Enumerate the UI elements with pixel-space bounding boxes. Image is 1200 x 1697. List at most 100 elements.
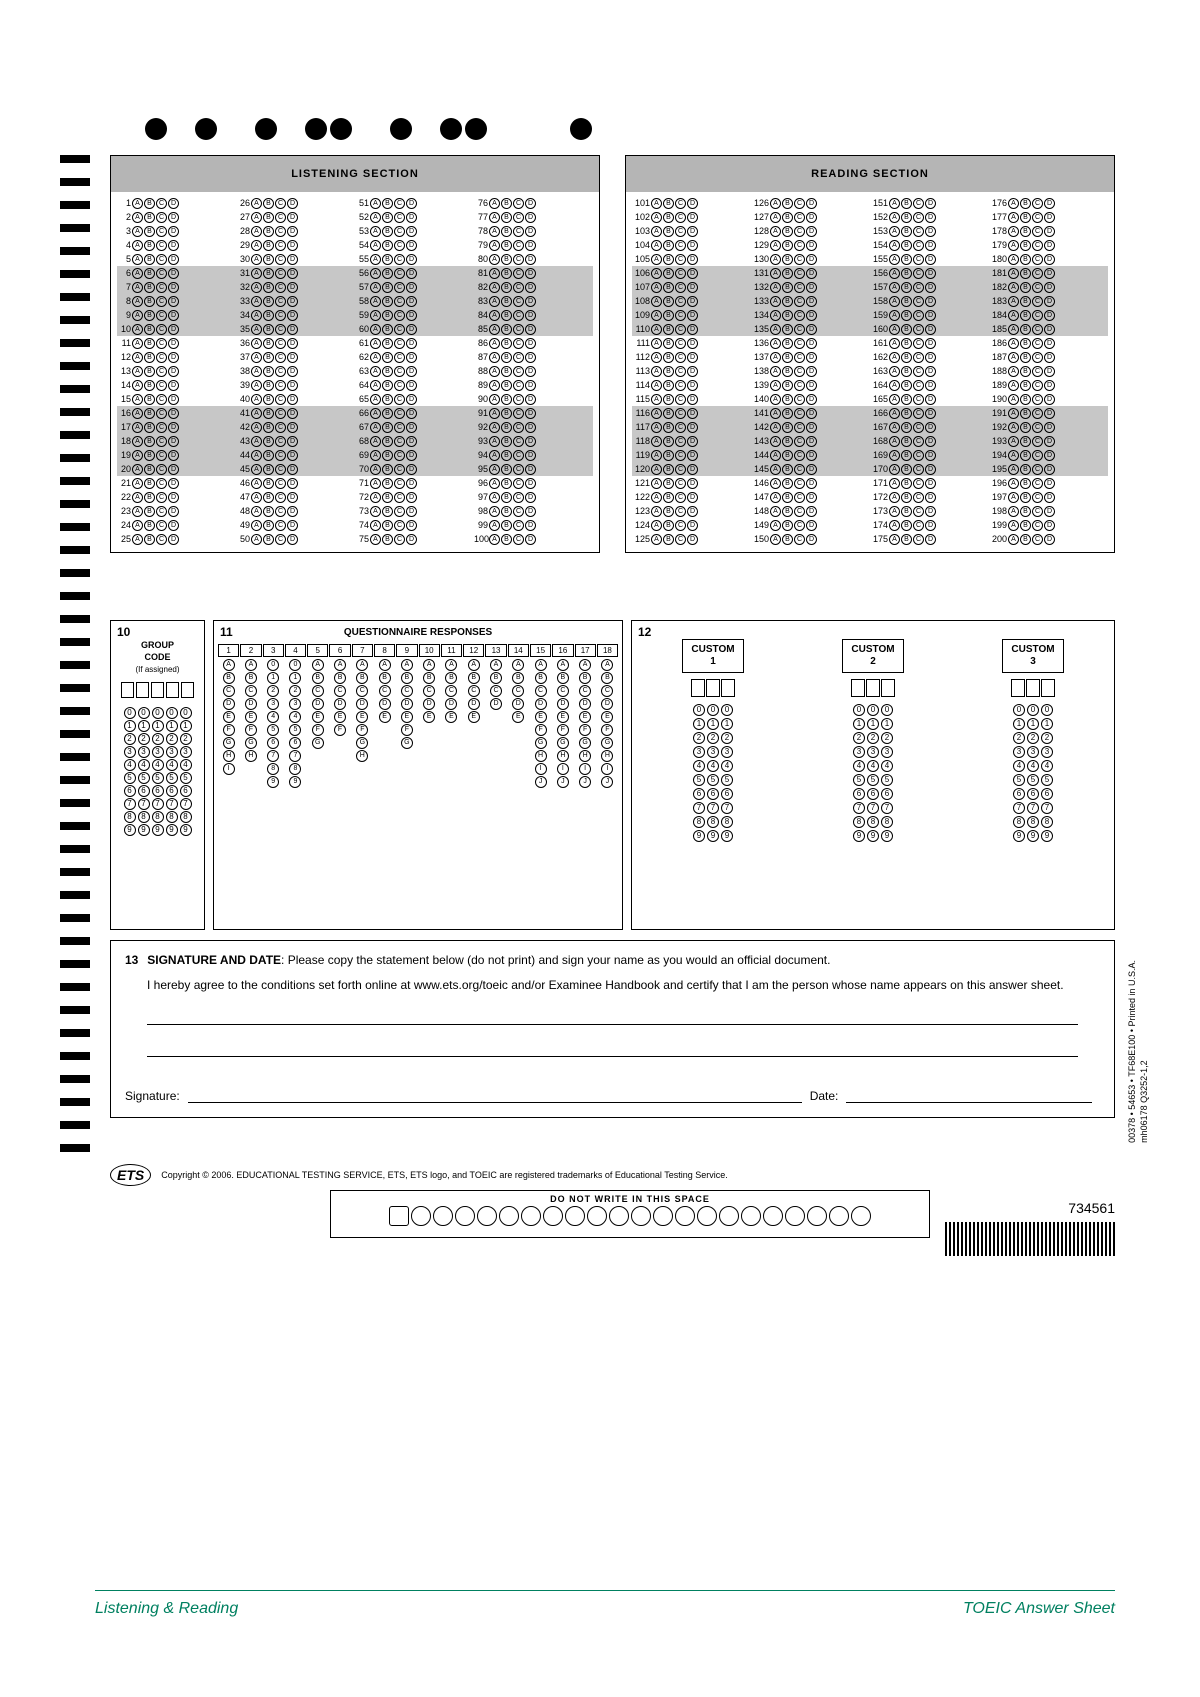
q29-A[interactable]: A bbox=[251, 240, 262, 251]
q26-C[interactable]: C bbox=[275, 198, 286, 209]
q94-B[interactable]: B bbox=[501, 450, 512, 461]
q134-A[interactable]: A bbox=[770, 310, 781, 321]
q190-D[interactable]: D bbox=[1044, 394, 1055, 405]
q110-A[interactable]: A bbox=[651, 324, 662, 335]
q85-A[interactable]: A bbox=[489, 324, 500, 335]
q59-A[interactable]: A bbox=[370, 310, 381, 321]
q184-A[interactable]: A bbox=[1008, 310, 1019, 321]
qr-6-F[interactable]: F bbox=[334, 724, 346, 736]
q80-A[interactable]: A bbox=[489, 254, 500, 265]
q48-D[interactable]: D bbox=[287, 506, 298, 517]
q57-D[interactable]: D bbox=[406, 282, 417, 293]
q164-A[interactable]: A bbox=[889, 380, 900, 391]
group-code-3-7[interactable]: 7 bbox=[166, 798, 178, 810]
qr-5-G[interactable]: G bbox=[312, 737, 324, 749]
q195-B[interactable]: B bbox=[1020, 464, 1031, 475]
custom3-1-3[interactable]: 3 bbox=[1027, 746, 1039, 758]
group-code-1-2[interactable]: 2 bbox=[138, 733, 150, 745]
q7-D[interactable]: D bbox=[168, 282, 179, 293]
q176-C[interactable]: C bbox=[1032, 198, 1043, 209]
q195-D[interactable]: D bbox=[1044, 464, 1055, 475]
q26-A[interactable]: A bbox=[251, 198, 262, 209]
custom1-2-3[interactable]: 3 bbox=[721, 746, 733, 758]
group-code-2-1[interactable]: 1 bbox=[152, 720, 164, 732]
q136-B[interactable]: B bbox=[782, 338, 793, 349]
q50-C[interactable]: C bbox=[275, 534, 286, 545]
q144-D[interactable]: D bbox=[806, 450, 817, 461]
q134-B[interactable]: B bbox=[782, 310, 793, 321]
group-code-4-5[interactable]: 5 bbox=[180, 772, 192, 784]
q133-B[interactable]: B bbox=[782, 296, 793, 307]
q101-B[interactable]: B bbox=[663, 198, 674, 209]
q170-A[interactable]: A bbox=[889, 464, 900, 475]
q128-D[interactable]: D bbox=[806, 226, 817, 237]
q78-A[interactable]: A bbox=[489, 226, 500, 237]
q9-C[interactable]: C bbox=[156, 310, 167, 321]
q94-C[interactable]: C bbox=[513, 450, 524, 461]
q101-D[interactable]: D bbox=[687, 198, 698, 209]
q31-C[interactable]: C bbox=[275, 268, 286, 279]
custom2-1-6[interactable]: 6 bbox=[867, 788, 879, 800]
q64-D[interactable]: D bbox=[406, 380, 417, 391]
q191-C[interactable]: C bbox=[1032, 408, 1043, 419]
q190-A[interactable]: A bbox=[1008, 394, 1019, 405]
qr-12-E[interactable]: E bbox=[468, 711, 480, 723]
q137-A[interactable]: A bbox=[770, 352, 781, 363]
q94-A[interactable]: A bbox=[489, 450, 500, 461]
q164-D[interactable]: D bbox=[925, 380, 936, 391]
q96-B[interactable]: B bbox=[501, 478, 512, 489]
qr-17-H[interactable]: H bbox=[579, 750, 591, 762]
custom1-0-7[interactable]: 7 bbox=[693, 802, 705, 814]
q113-D[interactable]: D bbox=[687, 366, 698, 377]
q119-D[interactable]: D bbox=[687, 450, 698, 461]
qr-5-E[interactable]: E bbox=[312, 711, 324, 723]
qr-7-H[interactable]: H bbox=[356, 750, 368, 762]
qr-3-7[interactable]: 7 bbox=[267, 750, 279, 762]
qr-8-B[interactable]: B bbox=[379, 672, 391, 684]
q150-B[interactable]: B bbox=[782, 534, 793, 545]
q8-D[interactable]: D bbox=[168, 296, 179, 307]
q137-C[interactable]: C bbox=[794, 352, 805, 363]
q11-C[interactable]: C bbox=[156, 338, 167, 349]
q58-C[interactable]: C bbox=[394, 296, 405, 307]
group-code-3-6[interactable]: 6 bbox=[166, 785, 178, 797]
group-code-box-4[interactable] bbox=[181, 682, 194, 698]
q95-C[interactable]: C bbox=[513, 464, 524, 475]
q103-B[interactable]: B bbox=[663, 226, 674, 237]
qr-1-F[interactable]: F bbox=[223, 724, 235, 736]
group-code-3-0[interactable]: 0 bbox=[166, 707, 178, 719]
q181-B[interactable]: B bbox=[1020, 268, 1031, 279]
q16-B[interactable]: B bbox=[144, 408, 155, 419]
q41-C[interactable]: C bbox=[275, 408, 286, 419]
qr-7-F[interactable]: F bbox=[356, 724, 368, 736]
qr-16-G[interactable]: G bbox=[557, 737, 569, 749]
q53-C[interactable]: C bbox=[394, 226, 405, 237]
q78-C[interactable]: C bbox=[513, 226, 524, 237]
qr-4-0[interactable]: 0 bbox=[289, 659, 301, 671]
custom3-0-8[interactable]: 8 bbox=[1013, 816, 1025, 828]
qr-7-E[interactable]: E bbox=[356, 711, 368, 723]
q5-A[interactable]: A bbox=[132, 254, 143, 265]
q159-D[interactable]: D bbox=[925, 310, 936, 321]
q114-D[interactable]: D bbox=[687, 380, 698, 391]
q79-C[interactable]: C bbox=[513, 240, 524, 251]
q177-C[interactable]: C bbox=[1032, 212, 1043, 223]
q106-A[interactable]: A bbox=[651, 268, 662, 279]
q170-D[interactable]: D bbox=[925, 464, 936, 475]
q102-A[interactable]: A bbox=[651, 212, 662, 223]
q18-B[interactable]: B bbox=[144, 436, 155, 447]
q84-D[interactable]: D bbox=[525, 310, 536, 321]
q175-C[interactable]: C bbox=[913, 534, 924, 545]
qr-3-9[interactable]: 9 bbox=[267, 776, 279, 788]
q138-B[interactable]: B bbox=[782, 366, 793, 377]
q173-C[interactable]: C bbox=[913, 506, 924, 517]
q97-C[interactable]: C bbox=[513, 492, 524, 503]
q198-D[interactable]: D bbox=[1044, 506, 1055, 517]
qr-15-I[interactable]: I bbox=[535, 763, 547, 775]
q148-B[interactable]: B bbox=[782, 506, 793, 517]
q81-D[interactable]: D bbox=[525, 268, 536, 279]
q200-B[interactable]: B bbox=[1020, 534, 1031, 545]
q127-C[interactable]: C bbox=[794, 212, 805, 223]
q87-D[interactable]: D bbox=[525, 352, 536, 363]
q125-A[interactable]: A bbox=[651, 534, 662, 545]
